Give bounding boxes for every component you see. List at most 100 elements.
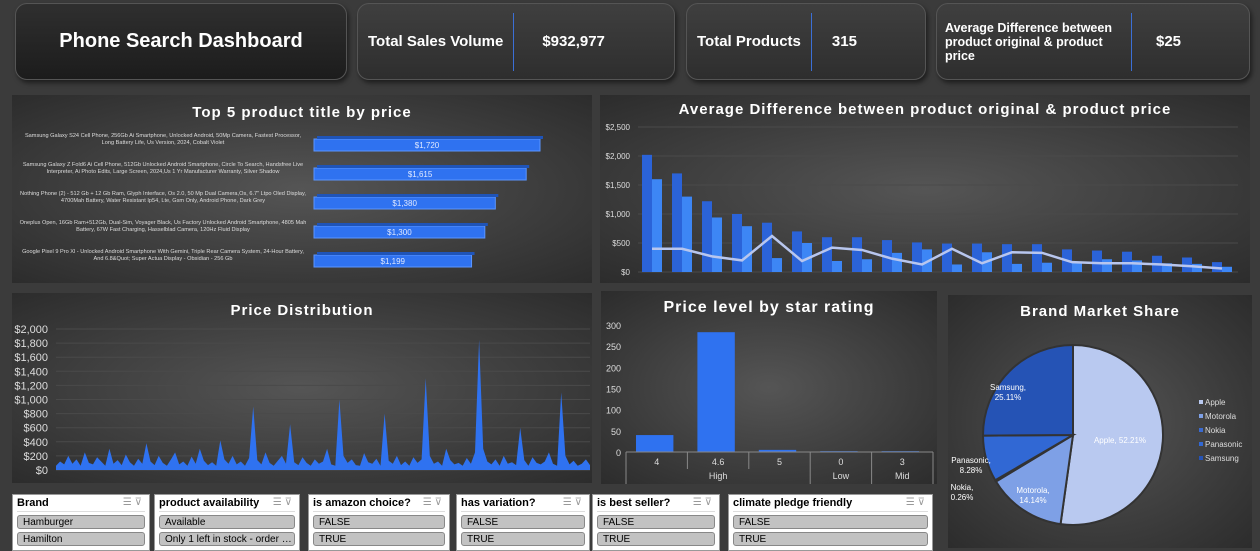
slicer-header: climate pledge friendly ☰⊽ [733, 497, 928, 512]
bar-price [772, 258, 782, 272]
slicer-header: Brand ☰⊽ [17, 497, 145, 512]
legend-item: Samsung [1205, 454, 1239, 463]
category-label: Google Pixel 9 Pro Xl - Unlocked Android… [22, 249, 304, 262]
slicer-item[interactable]: Only 1 left in stock - order soon. [159, 532, 295, 546]
bar-original [1002, 244, 1012, 272]
slicer-item[interactable]: FALSE [461, 515, 585, 529]
group-label: Mid [895, 471, 910, 481]
y-tick: $2,000 [606, 152, 631, 161]
bar-price [892, 252, 902, 272]
product-title: Nothing Phone (2) - 512 Gb + 12 Gb Ram, … [20, 191, 306, 204]
slicer-item[interactable]: TRUE [461, 532, 585, 546]
bar-top [317, 223, 488, 226]
bar-original [1092, 250, 1102, 272]
legend-item: Nokia [1205, 426, 1226, 435]
bar-price [862, 259, 872, 272]
y-tick: 250 [606, 342, 621, 352]
multi-select-icon[interactable]: ☰ [272, 497, 285, 508]
bar-price [1162, 263, 1172, 272]
kpi-value: 315 [831, 33, 857, 50]
category-label: Samsung Galaxy Z Fold6 Ai Cell Phone, 51… [23, 162, 303, 175]
avg-difference-chart: Average Difference between product origi… [600, 95, 1250, 283]
slice-label: Panasonic, 8.28% [951, 456, 991, 475]
x-tick: 5 [777, 457, 782, 467]
slicer-title: has variation? [461, 497, 536, 509]
legend-swatch [1199, 400, 1203, 404]
group-label: High [709, 471, 728, 481]
y-tick: $1,000 [606, 210, 631, 219]
slicer-item[interactable]: TRUE [733, 532, 928, 546]
slicer-item[interactable]: Available [159, 515, 295, 529]
multi-select-icon[interactable]: ☰ [562, 497, 575, 508]
pie-slice-motorola [994, 433, 1075, 526]
y-tick: 50 [611, 427, 621, 437]
y-tick: $1,400 [14, 366, 48, 378]
slice-label: Nokia, 0.26% [951, 483, 974, 502]
difference-line [652, 234, 1223, 270]
slice-label: Apple, 52.21% [1094, 436, 1146, 445]
slicer-title: climate pledge friendly [733, 497, 853, 509]
bar-price [1042, 262, 1052, 272]
bar-top [317, 165, 530, 168]
multi-select-icon[interactable]: ☰ [692, 497, 705, 508]
bar-original [792, 231, 802, 272]
slicer-item[interactable]: Hamburger [17, 515, 145, 529]
chart-title: Price level by star rating [663, 299, 875, 316]
kpi-total-sales: Total Sales Volume $932,977 [357, 3, 675, 80]
x-tick: 3 [900, 457, 905, 467]
slicer-item[interactable]: FALSE [733, 515, 928, 529]
slicer-title: is amazon choice? [313, 497, 411, 509]
pie-slice-apple [1059, 343, 1164, 526]
legend-swatch [1199, 428, 1203, 432]
slicer-item[interactable]: FALSE [597, 515, 715, 529]
y-tick: $400 [24, 437, 48, 449]
category-label: Samsung Galaxy S24 Cell Phone, 256Gb Ai … [25, 133, 301, 146]
clear-filter-icon[interactable]: ⊽ [917, 497, 928, 508]
data-label: $1,380 [392, 199, 417, 208]
slicer-item[interactable]: TRUE [597, 532, 715, 546]
multi-select-icon[interactable]: ☰ [122, 497, 135, 508]
multi-select-icon[interactable]: ☰ [905, 497, 918, 508]
clear-filter-icon[interactable]: ⊽ [434, 497, 445, 508]
bar [697, 332, 735, 452]
multi-select-icon[interactable]: ☰ [422, 497, 435, 508]
data-label: $1,199 [381, 257, 406, 266]
bar-price [682, 196, 692, 272]
clear-filter-icon[interactable]: ⊽ [134, 497, 145, 508]
slicer-title: product availability [159, 497, 260, 509]
clear-filter-icon[interactable]: ⊽ [284, 497, 295, 508]
data-label: $1,615 [408, 170, 433, 179]
slicer-product-availability: product availability ☰⊽ Available Only 1 le… [154, 494, 300, 551]
slicer-item[interactable]: TRUE [313, 532, 445, 546]
kpi-label: Total Sales Volume [368, 33, 504, 50]
product-title: Oneplus Open, 16Gb Ram+512Gb, Dual-Sim, … [19, 220, 307, 233]
star-rating-chart: Price level by star rating 0 50 100 150 200 2… [601, 291, 937, 484]
kpi-avg-difference: Average Difference between product origi… [936, 3, 1250, 80]
legend-item: Motorola [1205, 412, 1237, 421]
bar-original [822, 237, 832, 272]
bar-original [672, 173, 682, 272]
bar-original [912, 242, 922, 272]
slicer-is-best-seller: is best seller? ☰⊽ FALSE TRUE [592, 494, 720, 551]
bar-original [852, 237, 862, 272]
chart-title: Average Difference between product origi… [678, 101, 1172, 118]
bar-price [952, 264, 962, 272]
kpi-value: $932,977 [542, 33, 605, 50]
clear-filter-icon[interactable]: ⊽ [704, 497, 715, 508]
y-tick: $1,600 [14, 352, 48, 364]
legend-swatch [1199, 456, 1203, 460]
bar-top [317, 252, 475, 255]
slicer-item[interactable]: Hamilton [17, 532, 145, 546]
price-distribution-chart: Price Distribution $0 $200 $400 $600 $800 $1,… [12, 293, 592, 483]
slicer-title: Brand [17, 497, 49, 509]
kpi-total-products: Total Products 315 [686, 3, 926, 80]
slicer-item[interactable]: FALSE [313, 515, 445, 529]
y-tick: 100 [606, 406, 621, 416]
bar-top [317, 194, 499, 197]
clear-filter-icon[interactable]: ⊽ [574, 497, 585, 508]
legend-item: Apple [1205, 398, 1226, 407]
bar-original [702, 201, 712, 272]
bar-original [1122, 251, 1132, 272]
price-area [56, 339, 590, 470]
legend-item: Panasonic [1205, 440, 1242, 449]
